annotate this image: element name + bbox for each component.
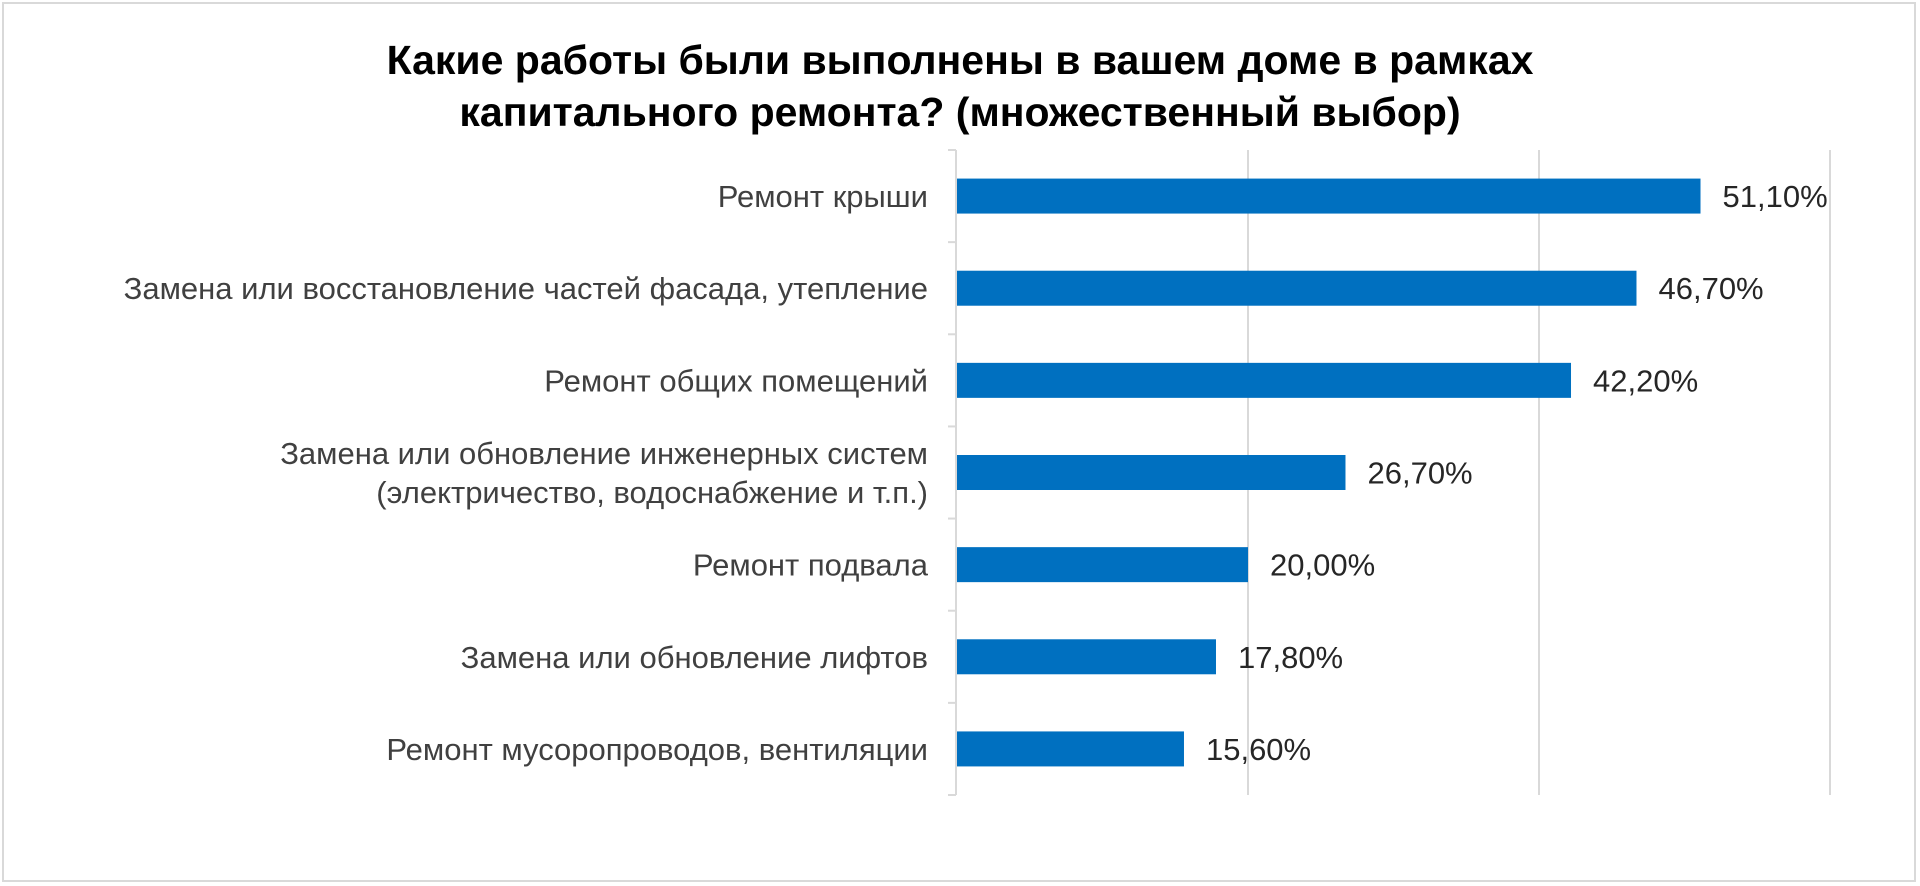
chart-title-line-1: Какие работы были выполнены в вашем доме… — [386, 37, 1534, 83]
data-label: 20,00% — [1270, 548, 1375, 583]
data-label: 15,60% — [1206, 732, 1311, 767]
data-label: 51,10% — [1723, 179, 1828, 214]
category-label: Ремонт общих помещений — [544, 363, 928, 398]
bar — [957, 731, 1184, 767]
category-label: Ремонт крыши — [718, 179, 928, 214]
chart-title-line-2: капитального ремонта? (множественный выб… — [459, 89, 1461, 135]
bar — [957, 178, 1701, 214]
category-label: Замена или восстановление частей фасада,… — [124, 271, 928, 306]
bar — [957, 455, 1346, 490]
category-label: Замена или обновление лифтов — [461, 640, 928, 675]
category-label: Замена или обновление инженерных систем — [280, 436, 928, 471]
data-label: 26,70% — [1367, 456, 1472, 491]
bar — [957, 547, 1248, 583]
data-label: 42,20% — [1593, 363, 1698, 398]
bar — [957, 639, 1216, 675]
data-label: 17,80% — [1238, 640, 1343, 675]
data-label: 46,70% — [1658, 271, 1763, 306]
chart-title: Какие работы были выполнены в вашем доме… — [0, 34, 1920, 138]
bar — [957, 270, 1637, 306]
category-label: Ремонт подвала — [693, 548, 929, 583]
category-label: Ремонт мусоропроводов, вентиляции — [386, 732, 928, 767]
category-label: (электричество, водоснабжение и т.п.) — [376, 475, 928, 510]
bar — [957, 362, 1572, 398]
